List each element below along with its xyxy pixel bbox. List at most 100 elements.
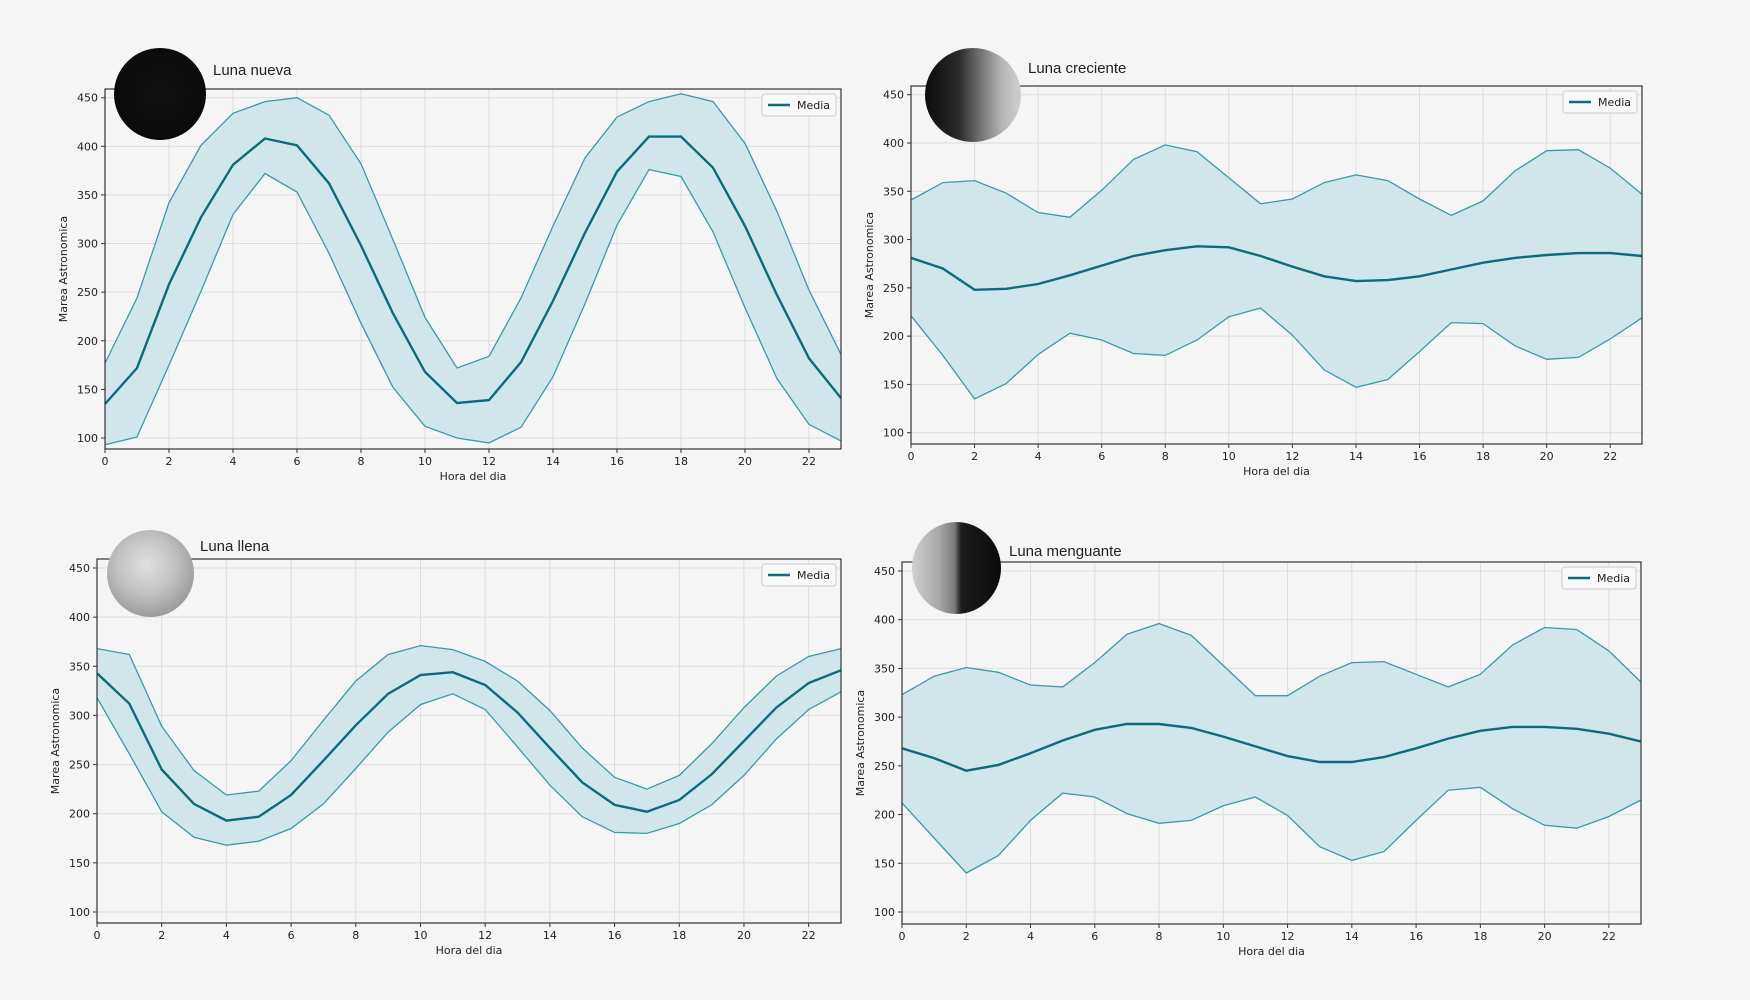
x-tick-label: 8	[1156, 930, 1163, 943]
y-tick-label: 450	[69, 562, 90, 575]
y-tick-label: 150	[883, 378, 904, 391]
y-tick-label: 250	[69, 759, 90, 772]
y-tick-label: 200	[883, 330, 904, 343]
x-tick-label: 22	[802, 929, 816, 942]
x-tick-label: 12	[1285, 450, 1299, 463]
x-tick-label: 8	[358, 455, 365, 468]
x-tick-label: 14	[1345, 930, 1359, 943]
x-tick-label: 16	[610, 455, 624, 468]
plot-luna-nueva: 0 2 4 6 8 10 12 14 16 18 20 22 100 150 200 250 300 350 400…	[57, 88, 842, 483]
confidence-band	[97, 645, 841, 846]
first-quarter-moon-icon	[925, 48, 1021, 142]
confidence-band	[105, 93, 841, 445]
x-tick-label: 0	[908, 450, 915, 463]
y-tick-label: 250	[874, 760, 895, 773]
x-tick-label: 0	[899, 930, 906, 943]
x-axis-label: Hora del dia	[1243, 465, 1310, 478]
y-tick-label: 300	[77, 238, 98, 251]
x-tick-label: 6	[1098, 450, 1105, 463]
upper-band-line	[96, 644, 842, 796]
x-tick-label: 2	[963, 930, 970, 943]
axes-frame	[104, 88, 842, 450]
legend: Media	[1562, 90, 1638, 114]
x-tick-label: 0	[94, 929, 101, 942]
x-axis: 0 2 4 6 8 10 12 14 16 18 20 22	[94, 923, 816, 942]
x-tick-label: 22	[1603, 450, 1617, 463]
axes-frame	[96, 558, 842, 924]
x-tick-label: 14	[1349, 450, 1363, 463]
y-axis: 100 150 200 250 300 350 400 450	[69, 562, 97, 919]
y-tick-label: 350	[874, 662, 895, 675]
x-axis-label: Hora del dia	[1238, 945, 1305, 958]
x-axis: 0 2 4 6 8 10 12 14 16 18 20 22	[899, 924, 1616, 943]
y-axis: 100 150 200 250 300 350 400 450	[77, 92, 105, 445]
x-tick-label: 18	[1473, 930, 1487, 943]
chart-title: Luna llena	[200, 538, 270, 555]
axes-frame	[910, 85, 1643, 445]
last-quarter-moon-icon	[912, 522, 1001, 614]
mean-line	[96, 669, 842, 822]
x-tick-label: 14	[546, 455, 560, 468]
y-tick-label: 100	[69, 906, 90, 919]
y-tick-label: 400	[69, 611, 90, 624]
x-tick-label: 16	[1409, 930, 1423, 943]
mean-line	[104, 135, 842, 405]
y-tick-label: 250	[883, 282, 904, 295]
x-tick-label: 18	[674, 455, 688, 468]
x-tick-label: 10	[1222, 450, 1236, 463]
y-tick-label: 450	[883, 89, 904, 102]
x-tick-label: 0	[102, 455, 109, 468]
confidence-band	[911, 144, 1642, 399]
axes-frame	[901, 561, 1642, 925]
x-tick-label: 22	[802, 455, 816, 468]
lower-band-line	[901, 786, 1642, 874]
x-axis-label: Hora del dia	[440, 470, 507, 483]
y-tick-label: 450	[874, 565, 895, 578]
y-axis-label: Marea Astronomica	[57, 216, 70, 322]
x-tick-label: 2	[158, 929, 165, 942]
y-tick-label: 150	[69, 857, 90, 870]
lower-band-line	[96, 691, 842, 846]
y-tick-label: 350	[69, 660, 90, 673]
y-tick-label: 400	[883, 137, 904, 150]
y-tick-label: 300	[69, 709, 90, 722]
x-tick-label: 4	[1027, 930, 1034, 943]
x-tick-label: 2	[971, 450, 978, 463]
x-tick-label: 16	[608, 929, 622, 942]
legend-label: Media	[1598, 96, 1631, 109]
y-tick-label: 150	[77, 383, 98, 396]
x-axis-label: Hora del dia	[436, 944, 503, 957]
full-moon-icon	[107, 530, 194, 617]
x-tick-label: 6	[288, 929, 295, 942]
y-tick-label: 400	[77, 140, 98, 153]
y-tick-label: 100	[883, 427, 904, 440]
grid	[96, 559, 841, 923]
confidence-band	[902, 623, 1641, 873]
x-axis: 0 2 4 6 8 10 12 14 16 18 20 22	[102, 449, 816, 468]
x-axis: 0 2 4 6 8 10 12 14 16 18 20 22	[908, 444, 1617, 463]
new-moon-icon	[114, 48, 206, 140]
mean-line	[910, 245, 1643, 292]
chart-title: Luna nueva	[213, 62, 292, 79]
x-tick-label: 2	[166, 455, 173, 468]
x-tick-label: 18	[672, 929, 686, 942]
x-tick-label: 4	[230, 455, 237, 468]
legend: Media	[761, 563, 837, 587]
x-tick-label: 8	[1162, 450, 1169, 463]
upper-band-line	[901, 622, 1642, 697]
x-tick-label: 20	[1540, 450, 1554, 463]
y-tick-label: 200	[77, 335, 98, 348]
y-tick-label: 250	[77, 286, 98, 299]
y-axis: 100 150 200 250 300 350 400 450	[874, 565, 902, 919]
x-tick-label: 12	[482, 455, 496, 468]
x-tick-label: 8	[352, 929, 359, 942]
y-tick-label: 100	[874, 906, 895, 919]
y-axis-label: Marea Astronomica	[863, 212, 876, 318]
x-tick-label: 20	[737, 929, 751, 942]
x-tick-label: 22	[1602, 930, 1616, 943]
legend: Media	[1561, 566, 1637, 590]
x-tick-label: 20	[738, 455, 752, 468]
chart-panel-luna-creciente: 0 2 4 6 8 10 12 14 16 18 20 22 100 150 200 250 300 350 400…	[863, 48, 1643, 478]
x-tick-label: 10	[418, 455, 432, 468]
